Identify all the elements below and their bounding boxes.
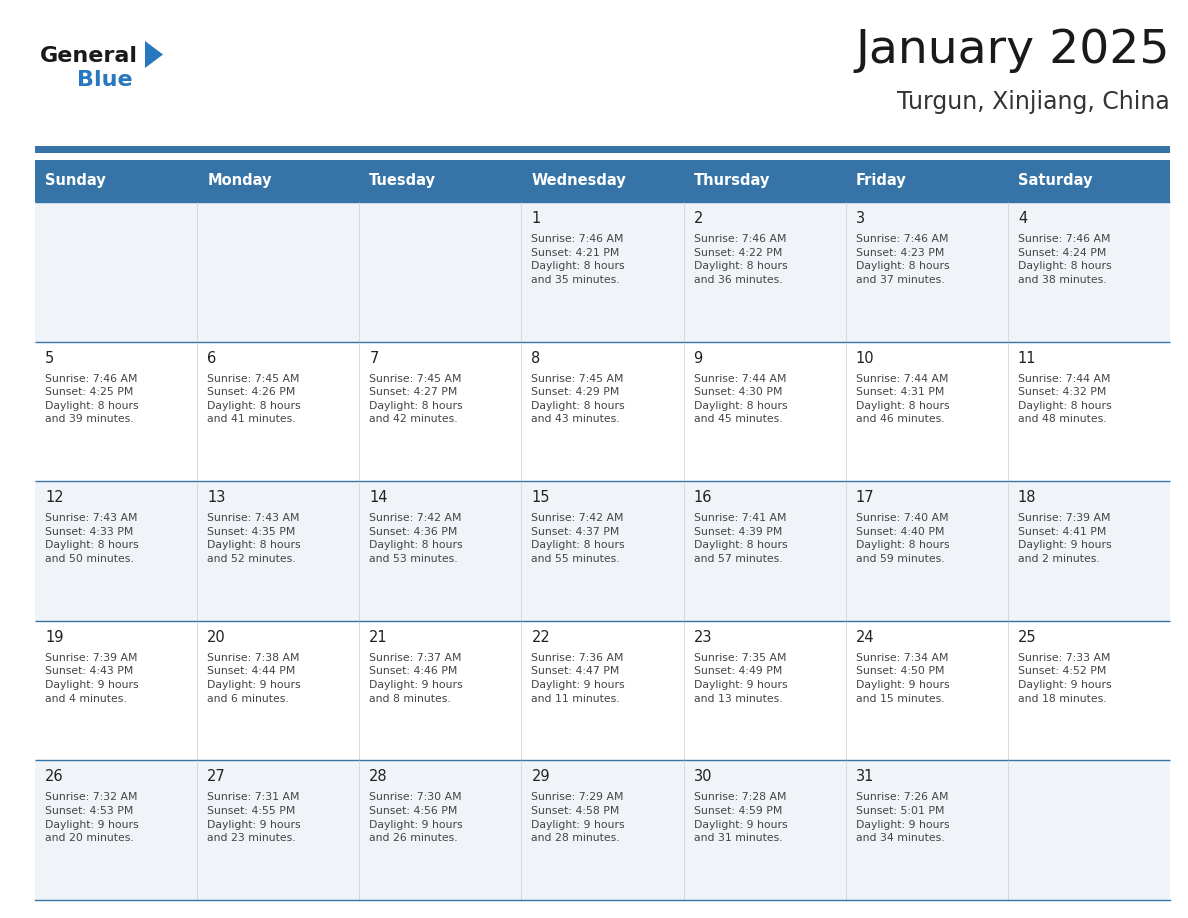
Text: Sunrise: 7:38 AM
Sunset: 4:44 PM
Daylight: 9 hours
and 6 minutes.: Sunrise: 7:38 AM Sunset: 4:44 PM Dayligh… [207, 653, 301, 703]
Text: Turgun, Xinjiang, China: Turgun, Xinjiang, China [897, 90, 1170, 114]
Text: 14: 14 [369, 490, 387, 505]
Text: 20: 20 [207, 630, 226, 644]
Text: Sunrise: 7:45 AM
Sunset: 4:29 PM
Daylight: 8 hours
and 43 minutes.: Sunrise: 7:45 AM Sunset: 4:29 PM Dayligh… [531, 374, 625, 424]
Text: Sunrise: 7:44 AM
Sunset: 4:32 PM
Daylight: 8 hours
and 48 minutes.: Sunrise: 7:44 AM Sunset: 4:32 PM Dayligh… [1018, 374, 1112, 424]
Text: 12: 12 [45, 490, 64, 505]
Text: 26: 26 [45, 769, 64, 784]
Text: General: General [40, 46, 138, 66]
Text: Sunrise: 7:26 AM
Sunset: 5:01 PM
Daylight: 9 hours
and 34 minutes.: Sunrise: 7:26 AM Sunset: 5:01 PM Dayligh… [855, 792, 949, 844]
Text: 6: 6 [207, 351, 216, 365]
Text: Sunrise: 7:31 AM
Sunset: 4:55 PM
Daylight: 9 hours
and 23 minutes.: Sunrise: 7:31 AM Sunset: 4:55 PM Dayligh… [207, 792, 301, 844]
Text: Sunrise: 7:43 AM
Sunset: 4:33 PM
Daylight: 8 hours
and 50 minutes.: Sunrise: 7:43 AM Sunset: 4:33 PM Dayligh… [45, 513, 139, 564]
Bar [34, 621, 1170, 760]
Text: 21: 21 [369, 630, 388, 644]
Text: Sunrise: 7:45 AM
Sunset: 4:26 PM
Daylight: 8 hours
and 41 minutes.: Sunrise: 7:45 AM Sunset: 4:26 PM Dayligh… [207, 374, 301, 424]
Bar [34, 202, 1170, 341]
Text: 19: 19 [45, 630, 63, 644]
Text: 23: 23 [694, 630, 712, 644]
Text: Monday: Monday [207, 174, 272, 188]
Text: 13: 13 [207, 490, 226, 505]
Text: 22: 22 [531, 630, 550, 644]
Text: Sunrise: 7:32 AM
Sunset: 4:53 PM
Daylight: 9 hours
and 20 minutes.: Sunrise: 7:32 AM Sunset: 4:53 PM Dayligh… [45, 792, 139, 844]
Text: Thursday: Thursday [694, 174, 770, 188]
Text: Sunrise: 7:44 AM
Sunset: 4:30 PM
Daylight: 8 hours
and 45 minutes.: Sunrise: 7:44 AM Sunset: 4:30 PM Dayligh… [694, 374, 788, 424]
Text: Sunrise: 7:33 AM
Sunset: 4:52 PM
Daylight: 9 hours
and 18 minutes.: Sunrise: 7:33 AM Sunset: 4:52 PM Dayligh… [1018, 653, 1112, 703]
Text: 7: 7 [369, 351, 379, 365]
Text: Sunrise: 7:41 AM
Sunset: 4:39 PM
Daylight: 8 hours
and 57 minutes.: Sunrise: 7:41 AM Sunset: 4:39 PM Dayligh… [694, 513, 788, 564]
Text: 24: 24 [855, 630, 874, 644]
Bar [34, 146, 1170, 153]
Text: 3: 3 [855, 211, 865, 226]
Text: Sunrise: 7:46 AM
Sunset: 4:24 PM
Daylight: 8 hours
and 38 minutes.: Sunrise: 7:46 AM Sunset: 4:24 PM Dayligh… [1018, 234, 1112, 285]
Text: Saturday: Saturday [1018, 174, 1092, 188]
Text: Sunrise: 7:34 AM
Sunset: 4:50 PM
Daylight: 9 hours
and 15 minutes.: Sunrise: 7:34 AM Sunset: 4:50 PM Dayligh… [855, 653, 949, 703]
Bar [34, 481, 1170, 621]
Text: 8: 8 [531, 351, 541, 365]
Bar [34, 160, 1170, 202]
Text: 27: 27 [207, 769, 226, 784]
Text: Wednesday: Wednesday [531, 174, 626, 188]
Text: Sunrise: 7:45 AM
Sunset: 4:27 PM
Daylight: 8 hours
and 42 minutes.: Sunrise: 7:45 AM Sunset: 4:27 PM Dayligh… [369, 374, 463, 424]
Text: 18: 18 [1018, 490, 1036, 505]
Text: Sunrise: 7:37 AM
Sunset: 4:46 PM
Daylight: 9 hours
and 8 minutes.: Sunrise: 7:37 AM Sunset: 4:46 PM Dayligh… [369, 653, 463, 703]
Text: 10: 10 [855, 351, 874, 365]
Text: Tuesday: Tuesday [369, 174, 436, 188]
Text: Sunrise: 7:30 AM
Sunset: 4:56 PM
Daylight: 9 hours
and 26 minutes.: Sunrise: 7:30 AM Sunset: 4:56 PM Dayligh… [369, 792, 463, 844]
Text: Blue: Blue [77, 70, 133, 90]
Text: 30: 30 [694, 769, 712, 784]
Text: 11: 11 [1018, 351, 1036, 365]
Text: Sunrise: 7:35 AM
Sunset: 4:49 PM
Daylight: 9 hours
and 13 minutes.: Sunrise: 7:35 AM Sunset: 4:49 PM Dayligh… [694, 653, 788, 703]
Text: 2: 2 [694, 211, 703, 226]
Text: 25: 25 [1018, 630, 1036, 644]
Text: Sunrise: 7:44 AM
Sunset: 4:31 PM
Daylight: 8 hours
and 46 minutes.: Sunrise: 7:44 AM Sunset: 4:31 PM Dayligh… [855, 374, 949, 424]
Text: 9: 9 [694, 351, 703, 365]
Text: Sunrise: 7:39 AM
Sunset: 4:41 PM
Daylight: 9 hours
and 2 minutes.: Sunrise: 7:39 AM Sunset: 4:41 PM Dayligh… [1018, 513, 1112, 564]
Text: Sunrise: 7:46 AM
Sunset: 4:25 PM
Daylight: 8 hours
and 39 minutes.: Sunrise: 7:46 AM Sunset: 4:25 PM Dayligh… [45, 374, 139, 424]
Text: Sunday: Sunday [45, 174, 106, 188]
Text: January 2025: January 2025 [855, 28, 1170, 73]
Text: 15: 15 [531, 490, 550, 505]
Text: Friday: Friday [855, 174, 906, 188]
Text: Sunrise: 7:46 AM
Sunset: 4:21 PM
Daylight: 8 hours
and 35 minutes.: Sunrise: 7:46 AM Sunset: 4:21 PM Dayligh… [531, 234, 625, 285]
Text: 1: 1 [531, 211, 541, 226]
Text: Sunrise: 7:46 AM
Sunset: 4:23 PM
Daylight: 8 hours
and 37 minutes.: Sunrise: 7:46 AM Sunset: 4:23 PM Dayligh… [855, 234, 949, 285]
Text: 17: 17 [855, 490, 874, 505]
Bar [34, 760, 1170, 900]
Polygon shape [145, 41, 163, 68]
Text: Sunrise: 7:28 AM
Sunset: 4:59 PM
Daylight: 9 hours
and 31 minutes.: Sunrise: 7:28 AM Sunset: 4:59 PM Dayligh… [694, 792, 788, 844]
Text: 16: 16 [694, 490, 712, 505]
Text: Sunrise: 7:36 AM
Sunset: 4:47 PM
Daylight: 9 hours
and 11 minutes.: Sunrise: 7:36 AM Sunset: 4:47 PM Dayligh… [531, 653, 625, 703]
Text: Sunrise: 7:40 AM
Sunset: 4:40 PM
Daylight: 8 hours
and 59 minutes.: Sunrise: 7:40 AM Sunset: 4:40 PM Dayligh… [855, 513, 949, 564]
Text: Sunrise: 7:29 AM
Sunset: 4:58 PM
Daylight: 9 hours
and 28 minutes.: Sunrise: 7:29 AM Sunset: 4:58 PM Dayligh… [531, 792, 625, 844]
Text: Sunrise: 7:39 AM
Sunset: 4:43 PM
Daylight: 9 hours
and 4 minutes.: Sunrise: 7:39 AM Sunset: 4:43 PM Dayligh… [45, 653, 139, 703]
Bar [34, 341, 1170, 481]
Text: Sunrise: 7:43 AM
Sunset: 4:35 PM
Daylight: 8 hours
and 52 minutes.: Sunrise: 7:43 AM Sunset: 4:35 PM Dayligh… [207, 513, 301, 564]
Text: Sunrise: 7:42 AM
Sunset: 4:37 PM
Daylight: 8 hours
and 55 minutes.: Sunrise: 7:42 AM Sunset: 4:37 PM Dayligh… [531, 513, 625, 564]
Text: 5: 5 [45, 351, 55, 365]
Text: Sunrise: 7:46 AM
Sunset: 4:22 PM
Daylight: 8 hours
and 36 minutes.: Sunrise: 7:46 AM Sunset: 4:22 PM Dayligh… [694, 234, 788, 285]
Text: 29: 29 [531, 769, 550, 784]
Text: 4: 4 [1018, 211, 1028, 226]
Text: 28: 28 [369, 769, 388, 784]
Text: Sunrise: 7:42 AM
Sunset: 4:36 PM
Daylight: 8 hours
and 53 minutes.: Sunrise: 7:42 AM Sunset: 4:36 PM Dayligh… [369, 513, 463, 564]
Text: 31: 31 [855, 769, 874, 784]
